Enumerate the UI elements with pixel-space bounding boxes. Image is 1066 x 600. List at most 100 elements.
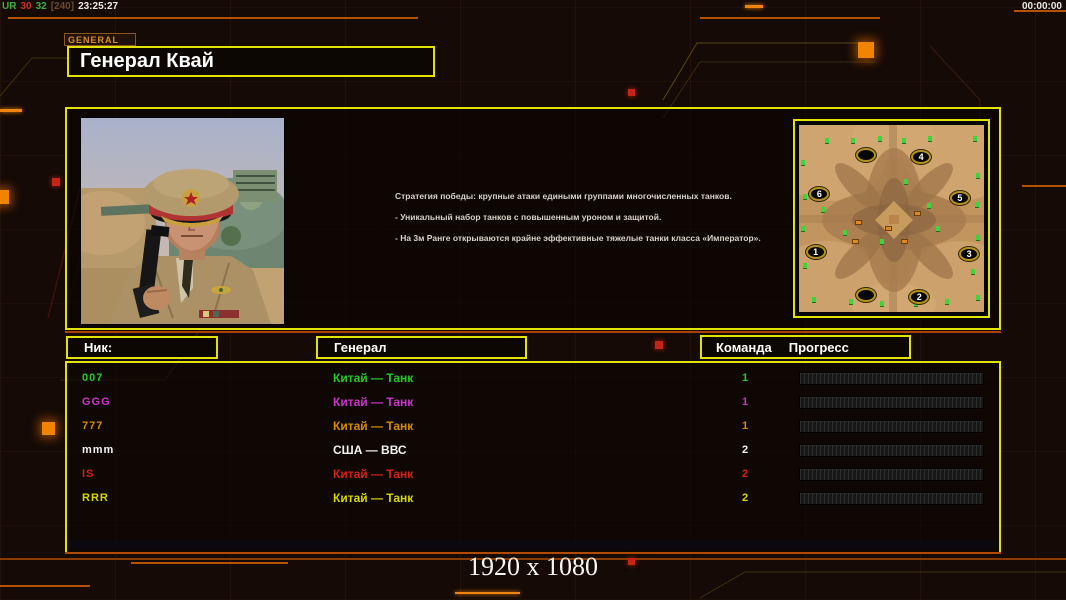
briefing-line: - Уникальный набор танков с повышенным у… (395, 212, 662, 222)
map-supply-pile (884, 225, 892, 231)
player-row: 777 Китай — Танк 1 (67, 415, 999, 439)
header-team-label: Команда (716, 339, 772, 355)
map-preview: 4 6 5 1 3 2 (799, 125, 984, 312)
player-team: 2 (741, 444, 749, 456)
match-timer: 00:00:00 (1021, 1, 1062, 12)
header-general-box: Генерал (316, 336, 527, 359)
decor-square (858, 42, 874, 58)
map-unit-dot (974, 201, 979, 207)
map-spawn-point: 2 (909, 290, 930, 305)
decor-line (1014, 10, 1066, 12)
general-name: Генерал Квай (80, 50, 214, 72)
hud-stat: [240] (50, 1, 75, 12)
map-unit-dot (902, 137, 907, 143)
decor-square (52, 178, 60, 186)
player-progress-bar (799, 444, 984, 457)
map-spawn-point: 4 (911, 149, 932, 164)
map-unit-dot (976, 173, 981, 179)
player-row: GGG Китай — Танк 1 (67, 391, 999, 415)
map-spawn-point (855, 147, 876, 162)
general-title-box: Генерал Квай (67, 46, 435, 77)
header-progress-label: Прогресс (788, 339, 849, 355)
map-unit-dot (800, 225, 805, 231)
map-terrain (799, 125, 984, 312)
map-preview-frame: 4 6 5 1 3 2 (793, 119, 990, 318)
player-general: Китай — Танк (333, 395, 414, 409)
map-unit-dot (970, 268, 975, 274)
hud-stat: 30 (20, 1, 32, 12)
decor-square (655, 341, 663, 349)
map-unit-dot (850, 137, 855, 143)
decor-line (8, 17, 418, 19)
player-team: 1 (741, 420, 749, 432)
map-spawn-point: 3 (959, 247, 980, 262)
player-row: 007 Китай — Танк 1 (67, 367, 999, 391)
decor-line (745, 5, 763, 8)
decor-square (628, 558, 635, 565)
map-unit-dot (802, 194, 807, 200)
map-supply-pile (851, 238, 859, 244)
player-nick: GGG (82, 396, 111, 408)
general-portrait (80, 117, 285, 325)
decor-line (131, 562, 288, 564)
player-team: 1 (741, 372, 749, 384)
strategy-briefing: Стратегия победы: крупные атаки едиными … (395, 191, 785, 254)
map-supply-pile (855, 220, 863, 226)
general-tab-label: GENERAL (64, 33, 136, 46)
hud-debug-stats: UR 30 32 [240] 23:25:27 (2, 1, 122, 12)
hud-stat: 32 (35, 1, 47, 12)
player-general: США — ВВС (333, 443, 407, 457)
header-general-label: Генерал (334, 340, 387, 355)
general-info-panel: Стратегия победы: крупные атаки едиными … (65, 107, 1001, 333)
table-bottom-strip (68, 540, 998, 549)
decor-square (42, 422, 55, 435)
map-spawn-point: 5 (949, 190, 970, 205)
map-unit-dot (811, 296, 816, 302)
map-unit-dot (976, 295, 981, 301)
decor-rule (0, 558, 1066, 560)
decor-square (628, 89, 635, 96)
map-supply-pile (901, 238, 909, 244)
decor-square (0, 190, 9, 204)
header-team-progress-box: Команда Прогресс (700, 335, 911, 359)
briefing-line: Стратегия победы: крупные атаки едиными … (395, 191, 732, 201)
map-unit-dot (880, 238, 885, 244)
player-nick: 777 (82, 420, 104, 432)
player-progress-bar (799, 468, 984, 481)
map-unit-dot (928, 136, 933, 142)
player-general: Китай — Танк (333, 467, 414, 481)
map-spawn-point: 6 (809, 187, 830, 202)
player-nick: IS (82, 468, 95, 480)
player-progress-bar (799, 396, 984, 409)
player-row: mmm США — ВВС 2 (67, 439, 999, 463)
player-team: 1 (741, 396, 749, 408)
decor-line (1022, 185, 1066, 187)
map-spawn-point: 1 (805, 245, 826, 260)
player-general: Китай — Танк (333, 371, 414, 385)
player-general: Китай — Танк (333, 419, 414, 433)
decor-line (455, 592, 520, 594)
header-nick-box: Ник: (66, 336, 218, 359)
map-unit-dot (880, 300, 885, 306)
map-spawn-point (855, 288, 876, 303)
map-unit-dot (935, 225, 940, 231)
decor-line (700, 17, 880, 19)
resolution-watermark: 1920 x 1080 (468, 552, 598, 581)
player-progress-bar (799, 492, 984, 505)
player-row: IS Китай — Танк 2 (67, 463, 999, 487)
general-portrait-image (81, 118, 284, 324)
map-supply-pile (914, 210, 922, 216)
player-nick: 007 (82, 372, 104, 384)
player-progress-bar (799, 420, 984, 433)
player-nick: RRR (82, 492, 109, 504)
player-team: 2 (741, 468, 749, 480)
player-table: 007 Китай — Танк 1 GGG Китай — Танк 1 77… (65, 361, 1001, 554)
decor-line (0, 109, 22, 112)
map-unit-dot (802, 263, 807, 269)
player-team: 2 (741, 492, 749, 504)
map-unit-dot (843, 229, 848, 235)
player-row: RRR Китай — Танк 2 (67, 487, 999, 511)
map-unit-dot (878, 136, 883, 142)
header-nick-label: Ник: (84, 340, 113, 355)
